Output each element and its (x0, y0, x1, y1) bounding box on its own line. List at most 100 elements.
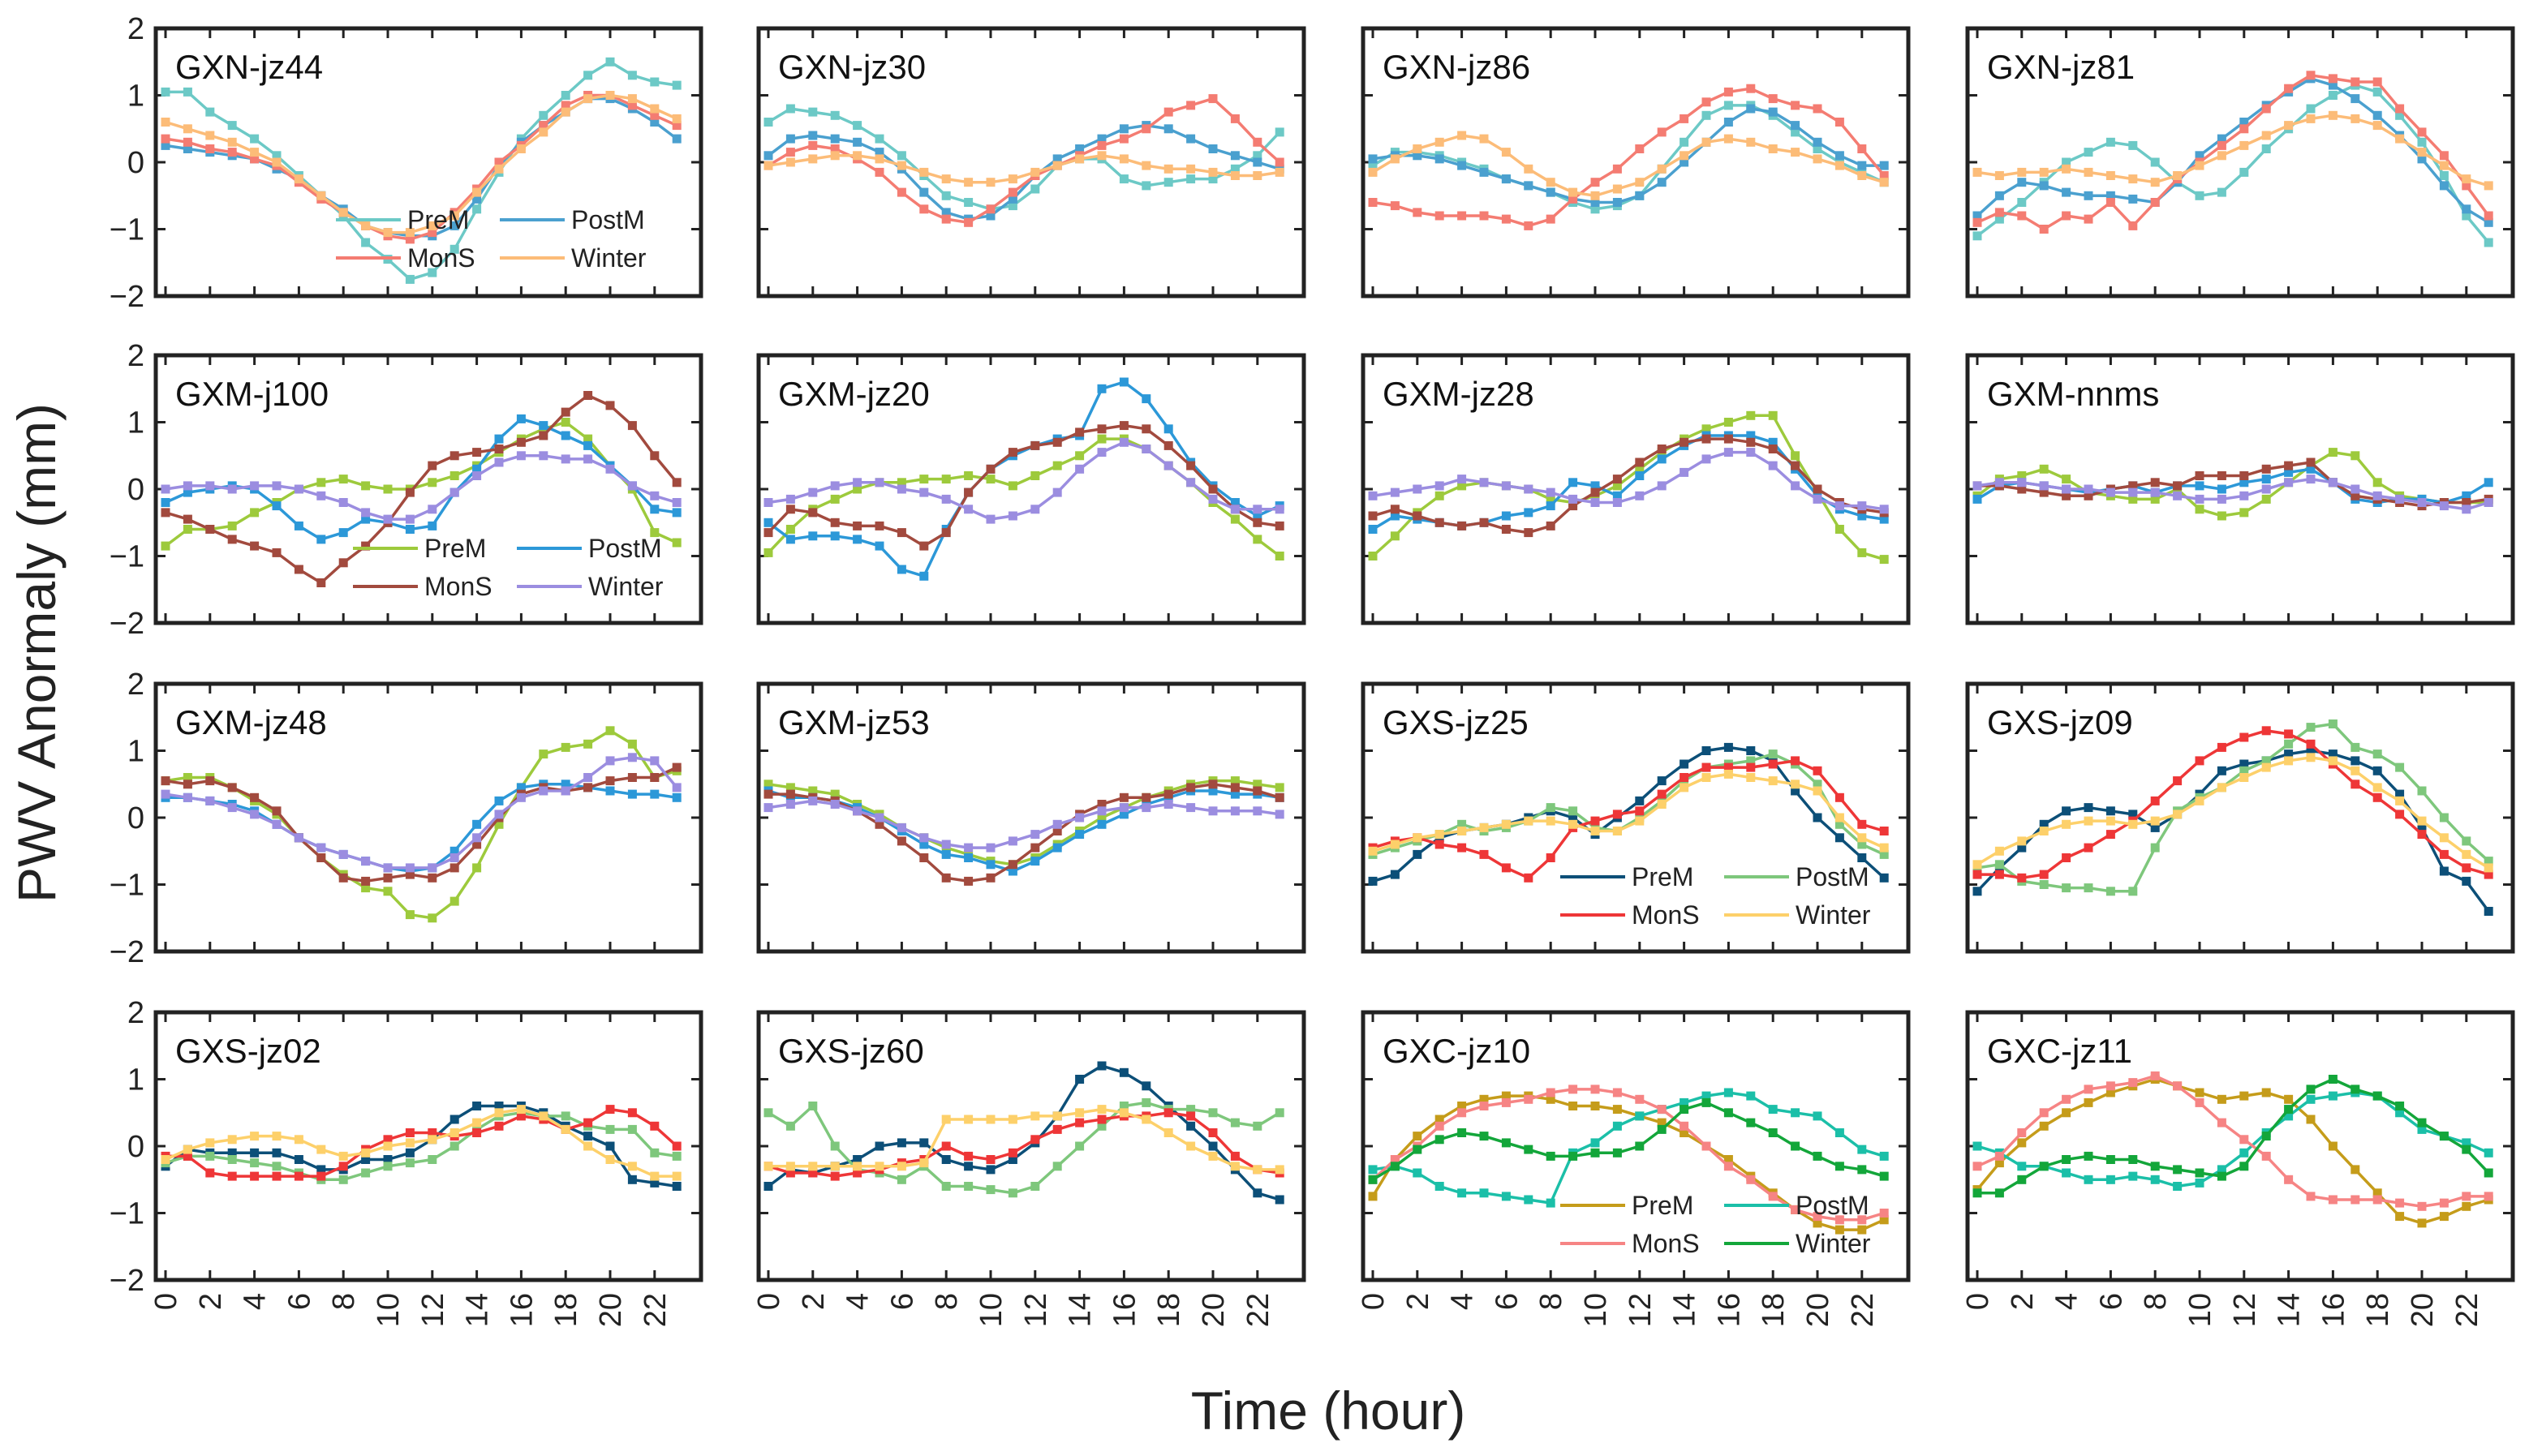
data-point (1230, 1118, 1240, 1127)
data-point (294, 1171, 303, 1181)
data-point (1723, 1108, 1733, 1118)
data-point (2084, 191, 2093, 200)
series-winter (1368, 131, 1889, 200)
data-point (1701, 434, 1711, 444)
data-point (1075, 1118, 1085, 1127)
data-point (964, 198, 974, 207)
data-point (1834, 819, 1844, 829)
data-point (1590, 1102, 1600, 1110)
series-winter (1368, 769, 1889, 856)
data-point (2372, 77, 2382, 87)
data-point (1479, 1188, 1489, 1198)
data-point (964, 217, 974, 227)
data-point (428, 221, 437, 230)
x-tick-label: 14 (1668, 1293, 1702, 1327)
data-point (294, 521, 303, 530)
data-point (338, 208, 348, 217)
y-tick-label: 1 (127, 406, 144, 440)
data-point (605, 1141, 615, 1151)
data-point (650, 118, 660, 127)
panel-gxn-jz81: GXN-jz81 (1965, 26, 2515, 299)
data-point (1075, 144, 1085, 153)
data-point (1635, 1141, 1645, 1151)
data-point (627, 71, 637, 80)
data-point (763, 528, 773, 538)
data-point (1791, 1141, 1800, 1151)
data-point (830, 1141, 840, 1151)
data-point (449, 1128, 459, 1137)
data-point (1052, 461, 1062, 470)
data-point (1524, 484, 1533, 494)
data-point (1052, 819, 1062, 829)
data-point (1791, 780, 1800, 789)
data-point (1994, 171, 2004, 180)
panel-title: GXC-jz10 (1383, 1032, 1530, 1070)
data-point (2039, 1162, 2049, 1171)
data-point (316, 1171, 326, 1181)
data-point (2395, 104, 2405, 114)
data-point (1768, 1192, 1778, 1201)
data-point (1230, 151, 1240, 161)
series-winter (161, 451, 682, 524)
data-point (1834, 151, 1844, 161)
y-tick-label: 1 (127, 1063, 144, 1097)
data-point (1524, 164, 1533, 174)
data-point (1723, 87, 1733, 97)
data-point (1972, 167, 1982, 177)
data-point (583, 739, 593, 749)
data-point (428, 913, 437, 923)
data-point (1413, 1145, 1422, 1154)
panel-frame (1361, 1010, 1911, 1282)
data-point (272, 1171, 282, 1181)
data-point (941, 1115, 951, 1124)
data-point (383, 1155, 393, 1164)
data-point (1030, 857, 1040, 866)
data-point (1075, 451, 1085, 461)
data-point (2372, 478, 2382, 487)
series-prem (161, 418, 682, 551)
data-point (1813, 484, 1822, 494)
data-point (1097, 806, 1107, 816)
data-point (516, 451, 526, 461)
data-point (2128, 487, 2138, 497)
data-point (1879, 873, 1889, 883)
data-point (1791, 481, 1800, 491)
data-point (1030, 843, 1040, 853)
series-prem (1972, 80, 2493, 247)
data-point (2062, 819, 2071, 829)
data-point (1994, 1158, 2004, 1168)
data-point (161, 508, 170, 518)
series-winter (763, 151, 1284, 187)
data-point (1612, 491, 1622, 500)
data-point (539, 786, 548, 796)
data-point (316, 1145, 326, 1154)
data-point (1479, 1102, 1489, 1110)
data-point (875, 1162, 884, 1171)
series-line (768, 789, 1280, 873)
data-point (1834, 813, 1844, 822)
data-point (1413, 849, 1422, 859)
data-point (2395, 762, 2405, 772)
data-point (1075, 813, 1085, 822)
data-point (672, 1141, 682, 1151)
data-point (1768, 1105, 1778, 1115)
data-point (605, 756, 615, 766)
data-point (672, 762, 682, 772)
data-point (1368, 154, 1378, 164)
data-point (2439, 813, 2449, 822)
data-point (1723, 1088, 1733, 1097)
data-point (161, 87, 170, 97)
panel-title: GXN-jz30 (778, 48, 926, 86)
data-point (1434, 481, 1444, 491)
data-point (1368, 167, 1378, 177)
data-point (2484, 907, 2493, 916)
data-point (919, 187, 929, 197)
x-tick-label: 10 (1579, 1293, 1613, 1327)
data-point (1546, 494, 1555, 504)
data-point (405, 228, 415, 238)
data-point (2128, 1171, 2138, 1181)
data-point (2195, 796, 2204, 805)
data-point (2417, 1124, 2427, 1134)
data-point (897, 1162, 906, 1171)
data-point (227, 783, 237, 792)
